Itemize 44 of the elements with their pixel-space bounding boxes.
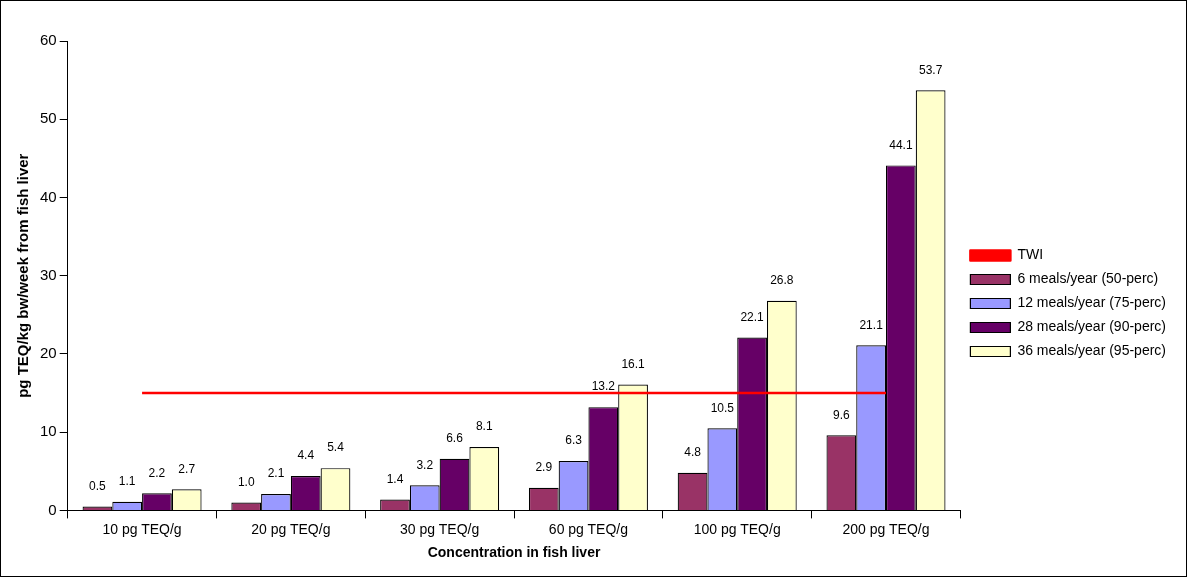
- legend-label: 36 meals/year (95-perc): [1017, 342, 1167, 359]
- legend-label: 28 meals/year (90-perc): [1017, 318, 1167, 335]
- x-axis-title: Concentration in fish liver: [427, 544, 601, 561]
- x-tick-label: 30 pg TEQ/g: [400, 520, 480, 537]
- data-label: 44.1: [889, 137, 913, 152]
- data-label: 6.3: [565, 433, 583, 448]
- data-label: 4.4: [297, 448, 315, 463]
- y-tick-label: 50: [40, 109, 57, 127]
- x-tick-label: 200 pg TEQ/g: [842, 520, 930, 537]
- data-label: 1.1: [118, 474, 136, 489]
- data-label: 1.0: [237, 474, 255, 489]
- data-label: 6.6: [446, 431, 464, 446]
- y-tick-label: 20: [40, 344, 57, 362]
- data-label: 9.6: [833, 407, 851, 422]
- legend-label: 6 meals/year (50-perc): [1017, 270, 1159, 287]
- data-label: 2.7: [178, 461, 196, 476]
- data-label: 3.2: [416, 457, 434, 472]
- x-tick-label: 10 pg TEQ/g: [102, 520, 182, 537]
- data-label: 2.9: [535, 460, 553, 475]
- data-label: 22.1: [740, 309, 765, 324]
- y-tick-label: 60: [40, 31, 57, 49]
- data-label: 21.1: [859, 317, 884, 332]
- y-tick-label: 0: [48, 500, 57, 518]
- data-label: 4.8: [684, 445, 702, 460]
- data-label: 1.4: [386, 471, 404, 486]
- x-tick-label: 20 pg TEQ/g: [251, 520, 331, 537]
- x-tick-label: 60 pg TEQ/g: [548, 520, 628, 537]
- data-label: 53.7: [918, 62, 943, 77]
- x-tick-label: 100 pg TEQ/g: [693, 520, 781, 537]
- data-label: 2.1: [267, 466, 285, 481]
- data-label: 26.8: [770, 273, 794, 288]
- y-axis-title: pg TEQ/kg bw/week from fish liver: [14, 153, 32, 398]
- legend-label: TWI: [1017, 246, 1044, 263]
- data-label: 2.2: [148, 465, 166, 480]
- data-label: 5.4: [327, 440, 345, 455]
- data-label: 8.1: [475, 419, 493, 434]
- data-label: 0.5: [89, 478, 107, 493]
- y-tick-label: 40: [40, 187, 57, 205]
- data-label: 10.5: [710, 400, 735, 415]
- data-label: 13.2: [591, 379, 616, 394]
- y-tick-label: 30: [40, 265, 57, 283]
- y-tick-label: 10: [40, 422, 57, 440]
- data-label: 16.1: [621, 356, 646, 371]
- legend-label: 12 meals/year (75-perc): [1017, 294, 1167, 311]
